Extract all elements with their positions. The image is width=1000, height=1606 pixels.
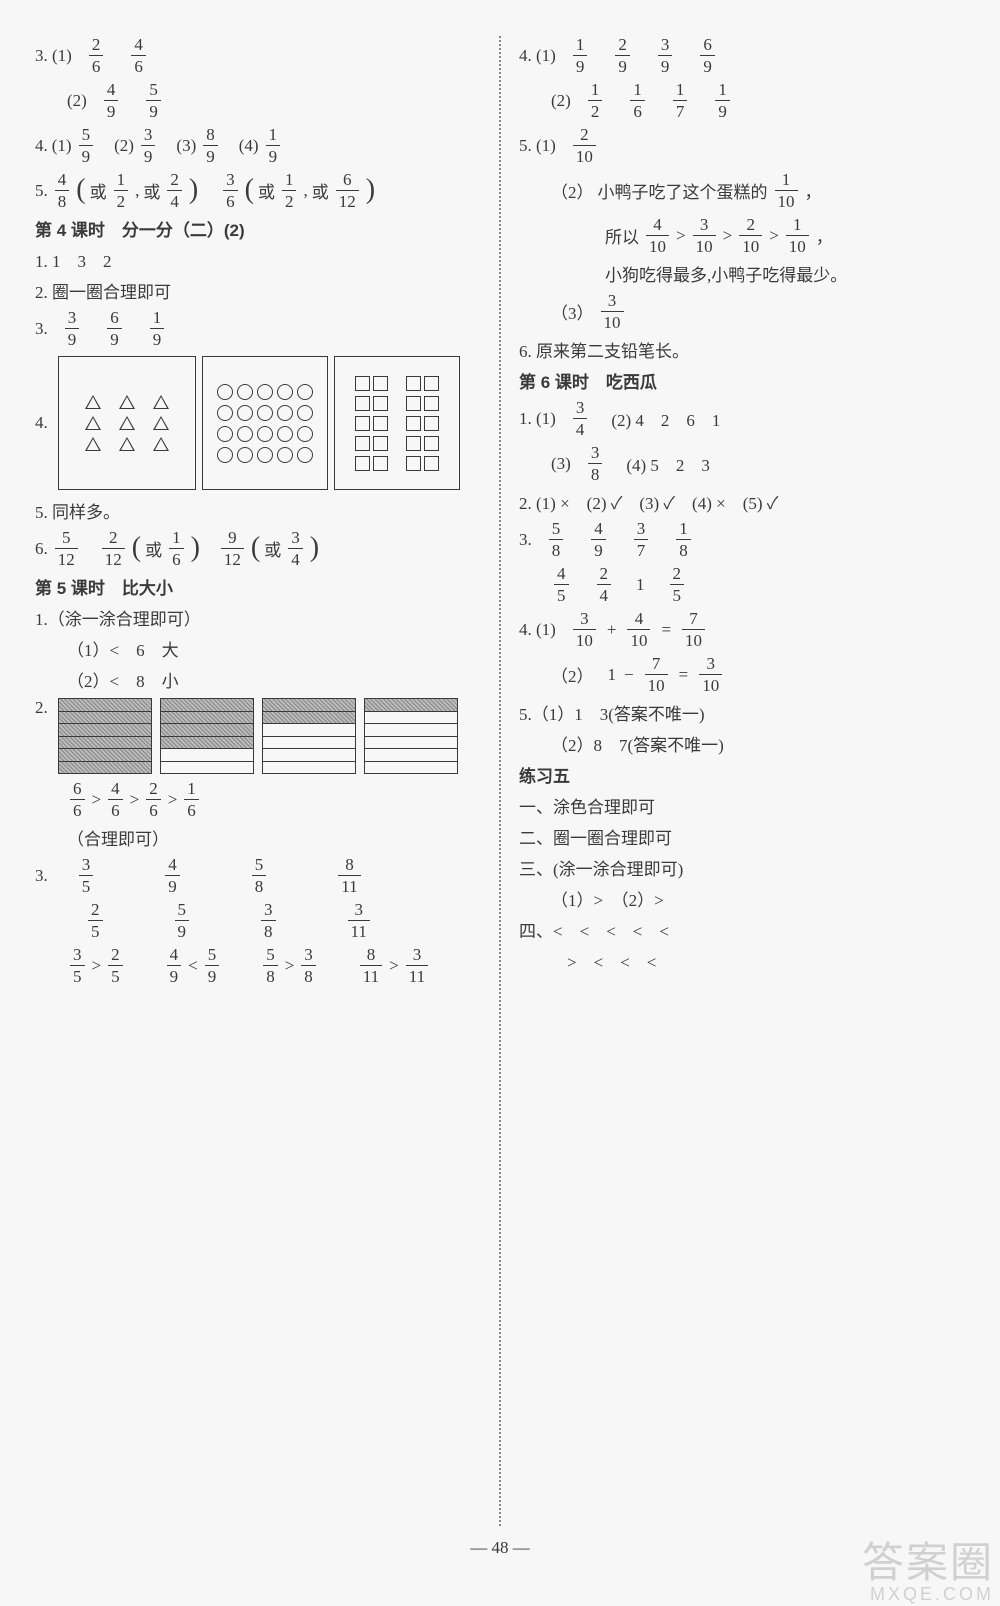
bar-1-6: [364, 698, 458, 774]
l6-4b: （2） 1 − 710 = 310: [519, 655, 985, 694]
l5-2-note: （合理即可）: [35, 825, 485, 850]
l4-3: 3. 39 69 19: [35, 309, 485, 348]
circle-box: [202, 356, 328, 490]
q3-1: 3. (1) 26 46: [35, 36, 485, 75]
label: 3. (1): [35, 46, 72, 66]
l6-3b: 45 24 1 25: [519, 565, 985, 604]
p5-2: 二、圈一圈合理即可: [519, 824, 985, 849]
lesson6-heading: 第 6 课时 吃西瓜: [519, 368, 985, 393]
right-column: 4. (1) 19 29 39 69 (2) 12 16 17 19 5. (1…: [501, 30, 985, 1606]
l5-3-row3: 35>25 49<59 58>38 811>311: [35, 946, 485, 985]
q3-2: (2) 49 59: [35, 81, 485, 120]
l6-5b: （2）8 7(答案不唯一): [519, 731, 985, 756]
l4-4: 4.: [35, 354, 485, 492]
bar-2-6: [262, 698, 356, 774]
frac: 46: [131, 36, 146, 75]
l4-6: 6. 512 212 (或 16 ) 912 (或 34 ): [35, 529, 485, 568]
left-column: 3. (1) 26 46 (2) 49 59 4. (1)59 (2)39 (3…: [15, 30, 499, 1606]
q5: 5. 48 (或 12 ,或 24 ) 36 (或 12 ,或 612 ): [35, 171, 485, 210]
frac: 59: [146, 81, 161, 120]
r-q5-2c: 小狗吃得最多,小鸭子吃得最少。: [519, 261, 985, 286]
frac: 49: [104, 81, 119, 120]
l4-5: 5. 同样多。: [35, 498, 485, 523]
square-box: [334, 356, 460, 490]
r-q4-1: 4. (1) 19 29 39 69: [519, 36, 985, 75]
watermark: 答案圈 MXQE.COM: [862, 1541, 994, 1604]
q4: 4. (1)59 (2)39 (3)89 (4)19: [35, 126, 485, 165]
l5-3-row2: 25 59 38 311: [35, 901, 485, 940]
l6-2: 2. (1) × (2) ✓ (3) ✓ (4) × (5) ✓: [519, 489, 985, 514]
r-q5-2a: （2） 小鸭子吃了这个蛋糕的 110 ，: [519, 171, 985, 210]
l5-1: 1.（涂一涂合理即可）: [35, 605, 485, 630]
l4-1: 1. 1 3 2: [35, 247, 485, 272]
bar-6-6: [58, 698, 152, 774]
l5-3-row1: 3. 35 49 58 811: [35, 856, 485, 895]
frac: 26: [89, 36, 104, 75]
p5-3a: （1）> （2）>: [519, 886, 985, 911]
p5-4b: > < < <: [519, 948, 985, 973]
p5-4a: 四、< < < < <: [519, 917, 985, 942]
l6-1a: 1. (1) 34 (2) 4 2 6 1: [519, 399, 985, 438]
l4-2: 2. 圈一圈合理即可: [35, 278, 485, 303]
l6-1b: (3) 38 (4) 5 2 3: [519, 444, 985, 483]
r-q5-2b: 所以 410 > 310 > 210 > 110 ，: [519, 216, 985, 255]
l5-1a: （1）< 6 大: [35, 636, 485, 661]
triangle-box: [58, 356, 196, 490]
l5-1b: （2）< 8 小: [35, 667, 485, 692]
r-q5-1: 5. (1) 210: [519, 126, 985, 165]
p5-1: 一、涂色合理即可: [519, 793, 985, 818]
p5-3: 三、(涂一涂合理即可): [519, 855, 985, 880]
bar-4-6: [160, 698, 254, 774]
label: 4.: [35, 136, 48, 156]
lesson5-heading: 第 5 课时 比大小: [35, 574, 485, 599]
l6-3a: 3. 58 49 37 18: [519, 520, 985, 559]
page-number: — 48 —: [0, 1538, 1000, 1558]
l5-2: 2.: [35, 698, 485, 774]
l5-2-chain: 66 > 46 > 26 > 16: [35, 780, 485, 819]
l6-4a: 4. (1) 310 + 410 = 710: [519, 610, 985, 649]
practice5-heading: 练习五: [519, 762, 985, 787]
label: (2): [67, 91, 87, 111]
r-q4-2: (2) 12 16 17 19: [519, 81, 985, 120]
diagram-set: [58, 356, 460, 490]
r-q6: 6. 原来第二支铅笔长。: [519, 337, 985, 362]
lesson4-heading: 第 4 课时 分一分（二）(2): [35, 216, 485, 241]
l6-5a: 5.（1）1 3(答案不唯一): [519, 700, 985, 725]
page: 3. (1) 26 46 (2) 49 59 4. (1)59 (2)39 (3…: [0, 0, 1000, 1606]
r-q5-3: （3） 310: [519, 292, 985, 331]
